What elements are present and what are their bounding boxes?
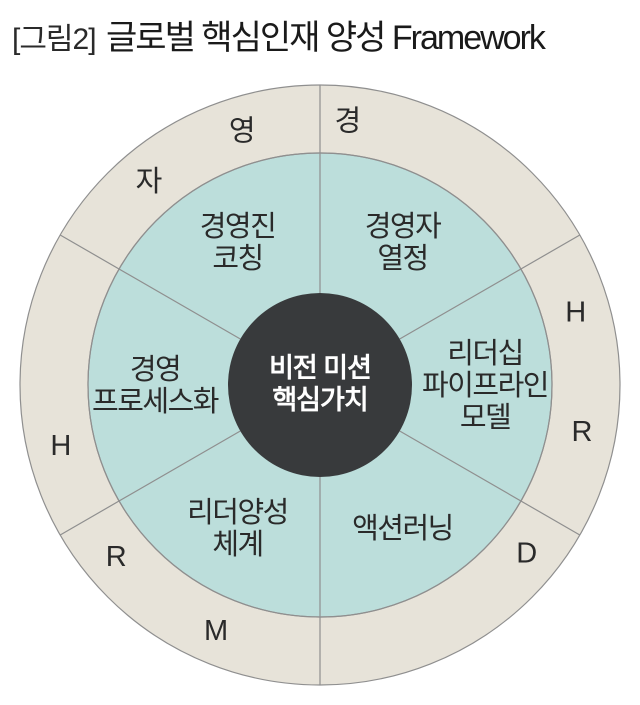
title-bracket: [그림2] bbox=[12, 23, 96, 56]
diagram-container: 비전 미션핵심가치경영자열정리더십파이프라인모델액션러닝리더양성체계경영프로세스… bbox=[0, 65, 640, 705]
outer-char-1: 영 bbox=[229, 116, 256, 148]
segment-label-2: 액션러닝 bbox=[352, 513, 453, 545]
outer-char-5: D bbox=[516, 537, 537, 569]
outer-char-4: R bbox=[571, 416, 592, 448]
outer-char-3: H bbox=[565, 297, 586, 329]
radial-diagram: 비전 미션핵심가치경영자열정리더십파이프라인모델액션러닝리더양성체계경영프로세스… bbox=[0, 65, 640, 705]
outer-char-8: M bbox=[204, 615, 228, 647]
outer-char-6: H bbox=[50, 430, 71, 462]
outer-char-0: 경 bbox=[334, 105, 361, 137]
title-main: 글로벌 핵심인재 양성 Framework bbox=[106, 19, 544, 57]
outer-char-7: R bbox=[106, 541, 127, 573]
outer-char-2: 자 bbox=[136, 166, 163, 198]
figure-title: [그림2] 글로벌 핵심인재 양성 Framework bbox=[0, 0, 640, 65]
